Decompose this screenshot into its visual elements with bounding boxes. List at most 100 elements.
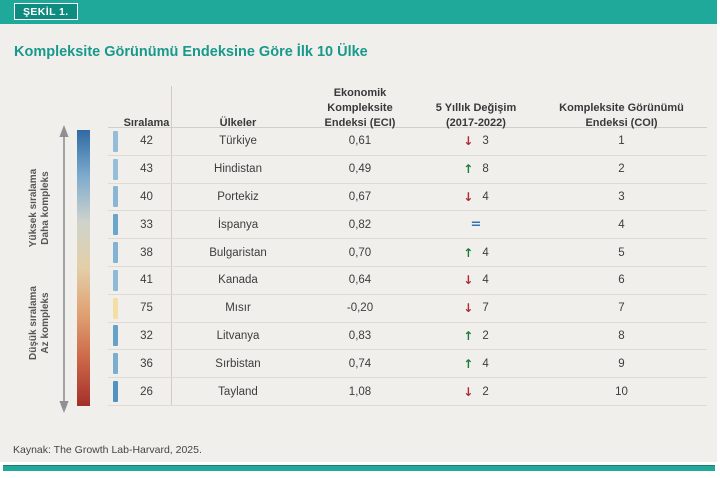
rank-tick-cell — [108, 350, 122, 377]
rank-value: 32 — [122, 322, 172, 350]
header-cell-change: 5 Yıllık Değişim (2017-2022) — [435, 102, 517, 129]
rank-value: 36 — [122, 350, 172, 378]
rank-value: 43 — [122, 155, 172, 183]
country-name: Tayland — [218, 385, 258, 398]
change-value: 8 — [482, 163, 489, 176]
rank-tick — [112, 242, 118, 264]
legend-double-arrow-icon — [59, 125, 69, 413]
table-row: 38 Bulgaristan 0,70 ↑ 4 5 — [108, 239, 707, 267]
eci-value: -0,20 — [346, 302, 374, 315]
eci-value: 0,49 — [348, 163, 372, 176]
rank-value: 75 — [122, 294, 172, 322]
eci-value: 0,83 — [348, 329, 372, 342]
country-name: Mısır — [225, 302, 251, 315]
change-value: 3 — [482, 135, 489, 148]
legend-low-line1: Düşük sıralama — [28, 286, 39, 360]
change-value: 4 — [482, 357, 489, 370]
up-arrow-icon: ↑ — [463, 356, 474, 371]
coi-value: 2 — [618, 163, 625, 176]
coi-value: 1 — [618, 135, 625, 148]
rank-tick-cell — [108, 295, 122, 322]
up-arrow-icon: ↑ — [463, 328, 474, 343]
legend-low-label: Düşük sıralama Az kompleks — [28, 268, 52, 378]
coi-value: 10 — [615, 385, 628, 398]
rank-tick-cell — [108, 184, 122, 211]
country-name: Türkiye — [219, 135, 257, 148]
table-row: 41 Kanada 0,64 ↓ 4 6 — [108, 266, 707, 295]
legend-high-line2: Daha kompleks — [40, 171, 51, 245]
rank-tick — [112, 130, 118, 152]
rank-tick — [112, 158, 118, 180]
eci-value: 0,61 — [348, 135, 372, 148]
change-cell: ↑ 2 — [416, 323, 536, 350]
up-arrow-icon: ↑ — [463, 245, 474, 260]
table-row: 26 Tayland 1,08 ↓ 2 10 — [108, 378, 707, 406]
change-cell: ↑ 4 — [416, 239, 536, 266]
change-value: 4 — [482, 246, 489, 259]
coi-value: 5 — [618, 246, 625, 259]
change-cell: ↑ 4 — [416, 350, 536, 377]
eci-value: 0,82 — [348, 218, 372, 231]
figure-label: ŞEKİL 1. — [23, 5, 69, 18]
country-name: Hindistan — [214, 163, 262, 176]
country-name: Sırbistan — [215, 357, 261, 370]
rank-tick — [112, 214, 118, 236]
country-name: İspanya — [217, 218, 259, 231]
table-header-row: Sıralama Ülkeler Ekonomik Kompleksite En… — [108, 86, 707, 140]
eci-value: 0,74 — [348, 357, 372, 370]
eci-value: 0,64 — [348, 274, 372, 287]
table-row: 75 Mısır -0,20 ↓ 7 7 — [108, 294, 707, 323]
source-text: Kaynak: The Growth Lab-Harvard, 2025. — [13, 444, 202, 456]
table-row: 43 Hindistan 0,49 ↑ 8 2 — [108, 155, 707, 184]
down-arrow-icon: ↓ — [463, 134, 474, 149]
rank-tick — [112, 353, 118, 375]
table-row: 42 Türkiye 0,61 ↓ 3 1 — [108, 128, 707, 156]
country-name: Bulgaristan — [209, 246, 267, 259]
country-name: Kanada — [218, 274, 258, 287]
rank-tick — [112, 186, 118, 208]
rank-table: Sıralama Ülkeler Ekonomik Kompleksite En… — [108, 86, 707, 406]
rank-gradient-bar — [77, 130, 90, 406]
rank-tick-cell — [108, 323, 122, 350]
figure-bottombar — [3, 465, 715, 471]
change-cell: ↓ 3 — [416, 128, 536, 155]
rank-value: 41 — [122, 266, 172, 294]
table-row: 40 Portekiz 0,67 ↓ 4 3 — [108, 183, 707, 212]
coi-value: 8 — [618, 329, 625, 342]
table-row: 36 Sırbistan 0,74 ↑ 4 9 — [108, 350, 707, 379]
change-cell: ↓ 4 — [416, 267, 536, 294]
header-cell-rank: Sıralama — [122, 86, 172, 140]
change-value: 4 — [482, 274, 489, 287]
change-value: 2 — [482, 329, 489, 342]
up-arrow-icon: ↑ — [463, 162, 474, 177]
rank-tick-cell — [108, 156, 122, 183]
rank-value: 40 — [122, 183, 172, 211]
rank-tick-cell — [108, 211, 122, 238]
rank-tick-cell — [108, 267, 122, 294]
rank-tick — [112, 325, 118, 347]
figure-title: Kompleksite Görünümü Endeksine Göre İlk … — [14, 44, 368, 60]
eci-value: 1,08 — [348, 385, 372, 398]
table-row: 32 Litvanya 0,83 ↑ 2 8 — [108, 322, 707, 351]
change-cell: ↑ 8 — [416, 156, 536, 183]
change-value: 4 — [482, 190, 489, 203]
legend-high-label: Yüksek sıralama Daha kompleks — [28, 153, 52, 263]
change-value: 7 — [482, 302, 489, 315]
legend-low-line2: Az kompleks — [40, 292, 51, 354]
header-cell-coi: Kompleksite Görünümü Endeksi (COI) — [559, 102, 684, 129]
rank-value: 38 — [122, 239, 172, 266]
rank-value: 42 — [122, 128, 172, 155]
rank-tick-cell — [108, 239, 122, 266]
rank-tick — [112, 381, 118, 403]
rank-tick — [112, 269, 118, 291]
down-arrow-icon: ↓ — [463, 189, 474, 204]
rank-tick-cell — [108, 378, 122, 405]
change-cell: = — [416, 211, 536, 238]
table-row: 33 İspanya 0,82 = 4 — [108, 211, 707, 240]
rank-tick — [112, 297, 118, 319]
eci-value: 0,67 — [348, 190, 372, 203]
header-cell-countries: Ülkeler — [219, 117, 257, 129]
equals-icon: = — [470, 217, 482, 233]
eci-value: 0,70 — [348, 246, 372, 259]
